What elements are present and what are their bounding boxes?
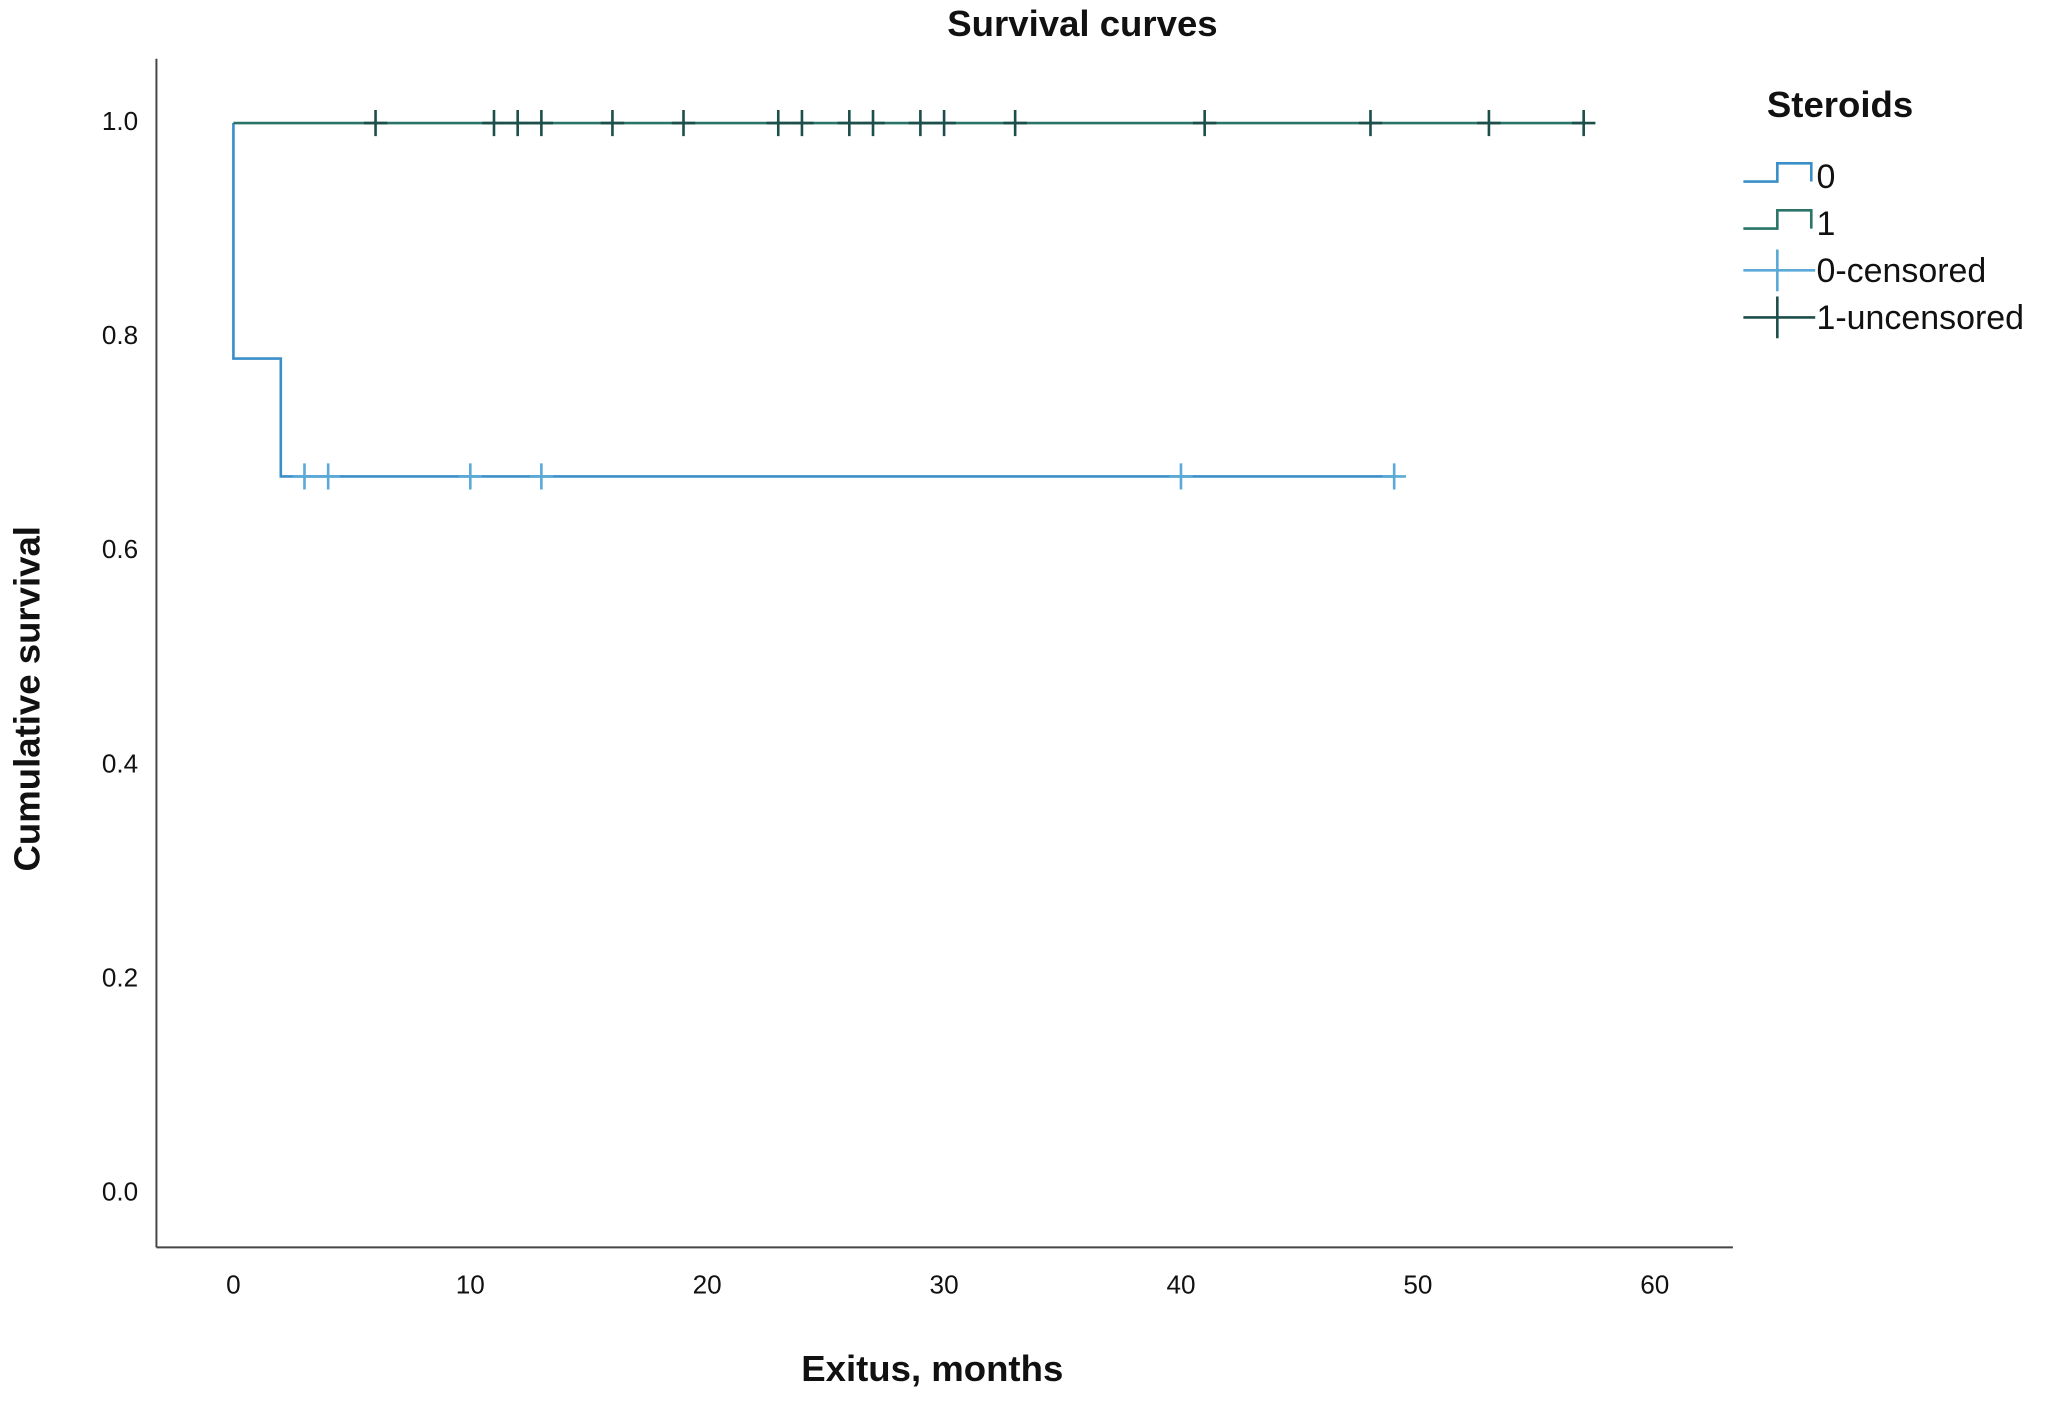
censor-mark (861, 109, 885, 137)
censor-mark (529, 463, 554, 490)
censor-mark (316, 463, 340, 490)
legend-symbol (1743, 296, 1816, 339)
legend-symbol (1743, 208, 1813, 230)
y-tick-label: 0.0 (102, 1177, 138, 1207)
y-axis-title: Cumulative survival (6, 526, 47, 871)
censor-mark (766, 109, 791, 137)
x-tick-label: 10 (456, 1269, 485, 1299)
censor-mark (292, 463, 317, 490)
censor-mark (790, 109, 814, 137)
y-tick-label: 0.6 (102, 534, 138, 564)
legend-label: 0 (1817, 158, 1836, 196)
censor-mark (932, 109, 956, 137)
y-tick-label: 0.2 (102, 963, 138, 993)
censor-mark (671, 109, 696, 137)
censor-mark (600, 109, 625, 137)
legend-symbol (1743, 249, 1816, 292)
x-tick-label: 50 (1403, 1269, 1432, 1299)
censor-mark (1571, 109, 1596, 137)
chart-title: Survival curves (947, 3, 1217, 44)
censor-mark (1003, 109, 1027, 137)
x-tick-label: 20 (693, 1269, 722, 1299)
censor-mark (482, 109, 506, 137)
x-tick-label: 30 (930, 1269, 959, 1299)
censor-mark (1192, 109, 1217, 137)
censor-mark (1358, 109, 1383, 137)
censor-mark (529, 109, 554, 137)
x-axis-title: Exitus, months (801, 1348, 1063, 1389)
y-tick-label: 0.8 (102, 320, 138, 350)
survival-line (232, 123, 1395, 478)
censor-mark (837, 109, 862, 137)
censor-mark (458, 463, 483, 490)
censor-mark (1169, 463, 1193, 490)
y-tick-label: 0.4 (102, 748, 138, 778)
censor-mark (1382, 463, 1406, 490)
censor-mark (505, 109, 530, 137)
censor-mark (908, 109, 933, 137)
legend-symbol (1743, 161, 1813, 183)
y-tick-label: 1.0 (102, 106, 138, 136)
x-tick-label: 40 (1166, 1269, 1195, 1299)
legend-label: 1-uncensored (1817, 299, 2025, 337)
censor-mark (363, 109, 388, 137)
x-tick-label: 0 (226, 1269, 241, 1299)
legend-label: 0-censored (1817, 252, 1987, 290)
legend-label: 1 (1817, 205, 1836, 243)
legend-title: Steroids (1767, 84, 1913, 125)
x-tick-label: 60 (1640, 1269, 1669, 1299)
censor-mark (1477, 109, 1501, 137)
